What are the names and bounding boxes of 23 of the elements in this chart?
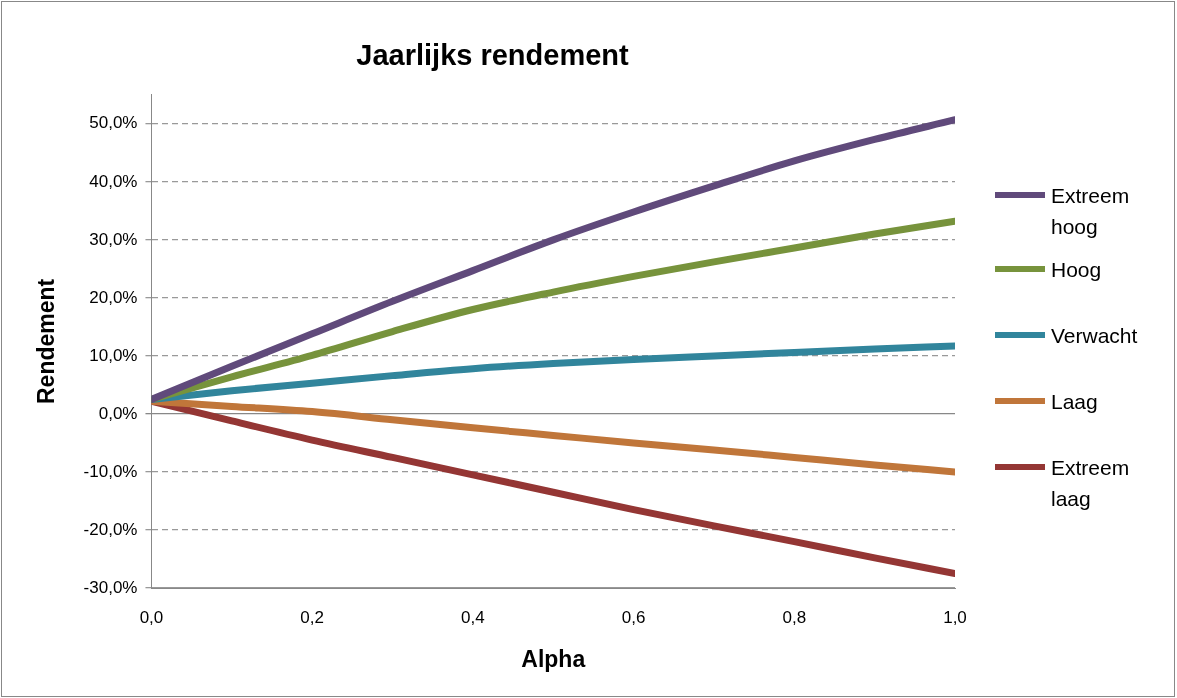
y-tick-label: 30,0% (89, 229, 138, 249)
x-tick-label: 0,0 (139, 607, 164, 627)
x-axis-title: Alpha (521, 645, 586, 672)
y-tick-label: -30,0% (83, 577, 138, 597)
legend-label: Extreem laag (1051, 455, 1131, 512)
y-axis-title: Rendement (33, 278, 60, 405)
legend-label: Extreem hoog (1051, 183, 1131, 240)
x-tick-label: 0,8 (782, 607, 807, 627)
y-tick-label: -10,0% (83, 461, 138, 481)
y-tick-label: -20,0% (83, 519, 138, 539)
x-tick-label: 1,0 (943, 607, 967, 627)
y-tick-label: 50,0% (89, 113, 138, 133)
legend-label: Laag (1051, 389, 1099, 415)
y-tick-label: 20,0% (89, 287, 138, 307)
x-tick-label: 0,2 (300, 607, 324, 627)
legend-label: Verwacht (1051, 323, 1139, 349)
y-tick-label: 10,0% (89, 345, 138, 365)
x-tick-label: 0,6 (621, 607, 646, 627)
y-tick-label: 0,0% (98, 403, 138, 423)
legend-label: Hoog (1051, 257, 1103, 283)
y-tick-label: 40,0% (89, 171, 138, 191)
x-tick-label: 0,4 (461, 607, 485, 627)
chart-title: Jaarlijks rendement (356, 39, 630, 72)
